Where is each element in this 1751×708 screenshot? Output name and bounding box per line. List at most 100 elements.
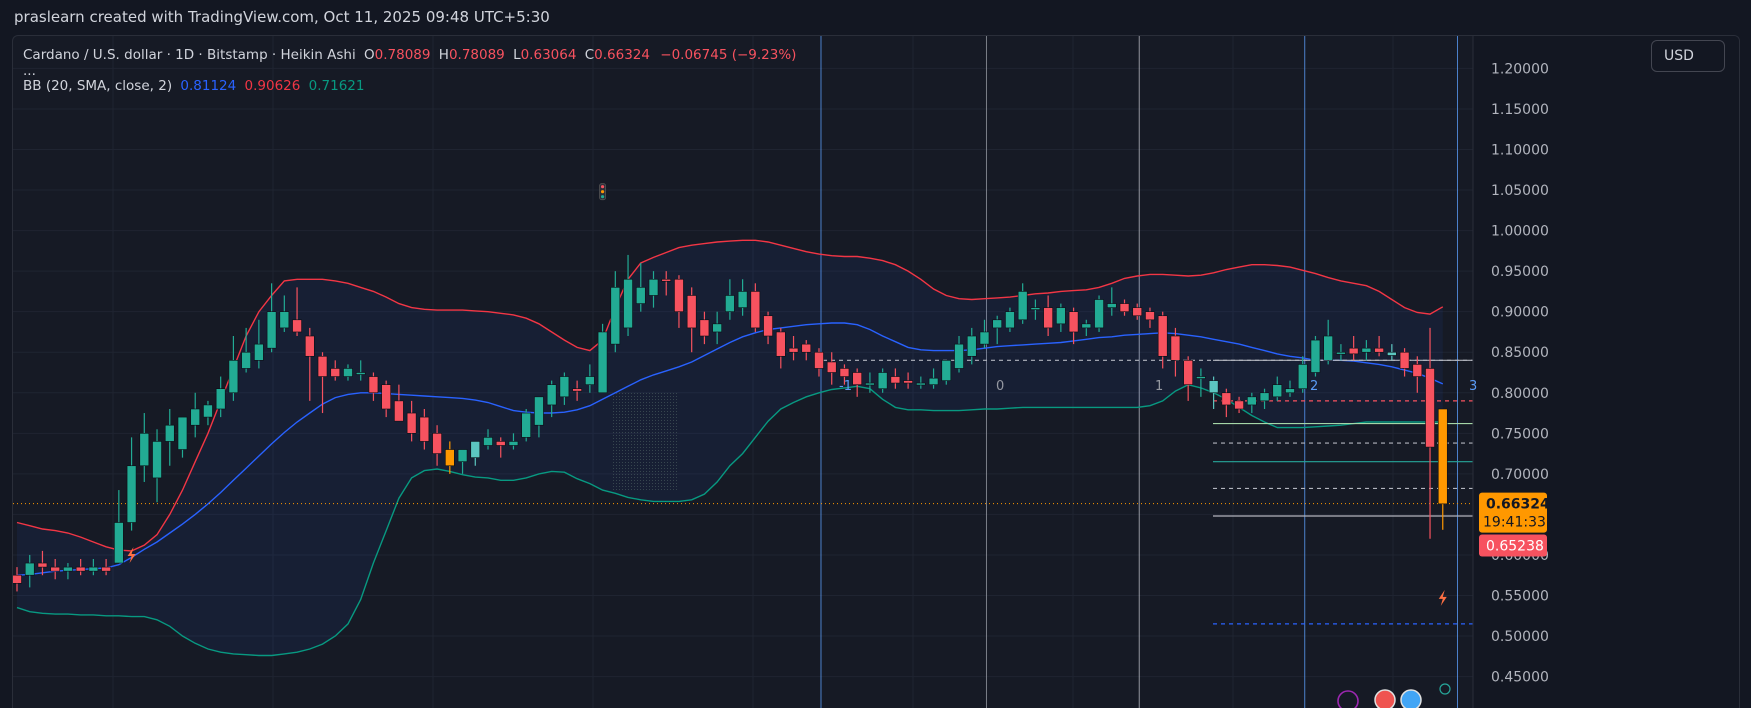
candle-body xyxy=(1170,335,1181,361)
traffic-light-dot xyxy=(600,185,605,189)
price-tick-label: 1.00000 xyxy=(1491,224,1549,240)
candle-body xyxy=(368,376,379,394)
candle-body xyxy=(508,441,519,446)
high-label: H xyxy=(438,47,449,63)
candle-body xyxy=(966,335,977,357)
candle-body xyxy=(572,388,582,392)
candle-body xyxy=(916,382,926,386)
candle-body xyxy=(1068,311,1079,333)
chart-legend: Cardano / U.S. dollar · 1D · Bitstamp · … xyxy=(23,46,796,96)
candle-body xyxy=(203,404,213,418)
candle-body xyxy=(686,295,697,329)
candle-body xyxy=(445,449,455,467)
wave-label: 0 xyxy=(996,379,1004,394)
candle-body xyxy=(164,424,175,442)
countdown-label: 19:41:33 xyxy=(1483,515,1546,531)
candle-body xyxy=(597,331,608,394)
price-tick-label: 1.15000 xyxy=(1491,102,1549,118)
candle-body xyxy=(495,441,506,446)
candle-body xyxy=(215,388,226,410)
candle-body xyxy=(1374,347,1384,353)
bb-lower-line xyxy=(16,383,1443,657)
candle-body xyxy=(1119,303,1130,312)
legend-more-button[interactable]: ... xyxy=(23,63,36,79)
low-label: L xyxy=(513,47,521,63)
open-value: 0.78089 xyxy=(374,47,431,63)
candle-body xyxy=(928,377,939,385)
price-tick-label: 0.50000 xyxy=(1491,629,1549,645)
bb-basis-line xyxy=(16,322,1444,576)
candle-body xyxy=(1297,364,1308,390)
bb-basis-value: 0.81124 xyxy=(180,78,237,94)
candle-body xyxy=(1259,392,1270,402)
price-tick-label: 1.10000 xyxy=(1491,143,1549,159)
candle-body xyxy=(865,382,875,386)
candle-body xyxy=(419,416,430,442)
candle-body xyxy=(1387,351,1397,356)
price-tick-label: 0.55000 xyxy=(1491,588,1549,604)
candle-body xyxy=(355,372,366,375)
candle-body xyxy=(648,278,659,296)
candle-body xyxy=(585,376,595,385)
candle-body xyxy=(228,360,239,394)
candle-body xyxy=(1310,339,1321,373)
candle-body xyxy=(1056,307,1066,325)
candle-body xyxy=(852,372,862,385)
candle-body xyxy=(1272,384,1283,398)
candle-body xyxy=(699,319,710,337)
candle-body xyxy=(1132,307,1143,317)
price-tick-label: 0.45000 xyxy=(1491,670,1549,686)
candle-body xyxy=(1221,392,1232,406)
price-tick-label: 0.75000 xyxy=(1491,426,1549,442)
candle-body xyxy=(1106,303,1117,308)
candle-body xyxy=(24,562,35,576)
candle-body xyxy=(343,368,353,377)
price-tick-label: 1.05000 xyxy=(1491,183,1549,199)
flag-event-icon xyxy=(1400,689,1422,708)
candle-body xyxy=(712,323,722,333)
candle-body xyxy=(1425,368,1435,448)
candle-body xyxy=(139,433,150,467)
wave-label: 2 xyxy=(1310,379,1318,394)
candle-body xyxy=(877,372,888,390)
candle-body xyxy=(279,311,290,329)
traffic-light-dot xyxy=(600,190,605,194)
candle-body xyxy=(50,566,60,572)
candle-body xyxy=(775,331,786,357)
symbol-description[interactable]: Cardano / U.S. dollar · 1D · Bitstamp · … xyxy=(23,47,356,63)
candle-body xyxy=(763,315,773,337)
traffic-light-dot xyxy=(600,195,605,199)
price-axis-bg xyxy=(1473,36,1739,708)
candle-body xyxy=(954,343,964,369)
price-tick-label: 0.80000 xyxy=(1491,386,1549,402)
dotted-zone xyxy=(612,392,678,491)
candle-body xyxy=(661,278,672,282)
candle-body xyxy=(521,412,532,438)
grid xyxy=(13,36,1473,708)
bb-upper-value: 0.90626 xyxy=(244,78,301,94)
candle-body xyxy=(1412,364,1423,377)
candle-body xyxy=(750,291,761,329)
price-chart[interactable]: 1.20000 1.15000 1.10000 1.05000 1.00000 0.950… xyxy=(13,36,1740,708)
change-value: −0.06745 (−9.23%) xyxy=(660,47,797,63)
candle-body xyxy=(1030,307,1041,310)
level-price-label: 0.65238 xyxy=(1486,538,1544,554)
candle-body xyxy=(1145,311,1155,321)
currency-button[interactable]: USD xyxy=(1651,40,1725,72)
chart-area[interactable]: 1.20000 1.15000 1.10000 1.05000 1.00000 0.950… xyxy=(12,35,1740,708)
candle-body xyxy=(13,574,22,584)
bb-indicator-label[interactable]: BB (20, SMA, close, 2) xyxy=(23,78,173,94)
candle-body xyxy=(814,351,824,369)
candle-body xyxy=(635,287,646,304)
candle-body xyxy=(1285,388,1295,394)
price-tick-label: 0.70000 xyxy=(1491,467,1549,483)
wave-label: 1 xyxy=(1155,379,1163,394)
candle-body xyxy=(903,380,913,384)
current-price-badge xyxy=(1479,492,1547,533)
candle-body xyxy=(1017,291,1028,321)
candle-body xyxy=(1183,360,1193,385)
top-bar: praslearn created with TradingView.com, … xyxy=(0,0,1751,32)
close-value: 0.66324 xyxy=(594,47,650,63)
candle-body xyxy=(674,278,684,312)
bollinger-band-fill xyxy=(17,240,1443,656)
